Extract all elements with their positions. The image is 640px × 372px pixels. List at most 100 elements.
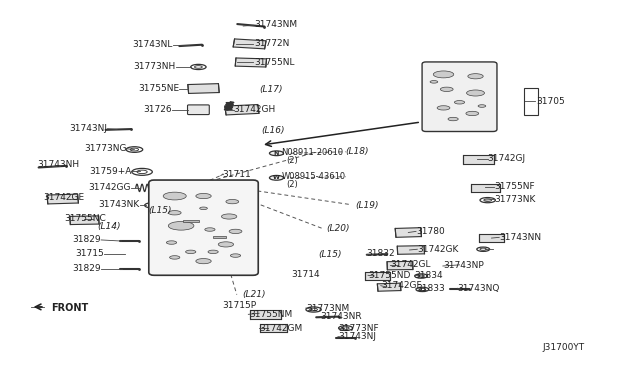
Text: 31743NK: 31743NK <box>99 200 140 209</box>
Text: 31773NG: 31773NG <box>84 144 127 153</box>
Ellipse shape <box>269 151 284 155</box>
Text: 31755ND: 31755ND <box>368 271 410 280</box>
Text: 31832: 31832 <box>366 249 395 258</box>
Text: 31742GM: 31742GM <box>259 324 303 333</box>
Ellipse shape <box>226 199 239 204</box>
Text: 31742GE: 31742GE <box>44 193 84 202</box>
Ellipse shape <box>168 211 181 215</box>
Text: 31773NF: 31773NF <box>338 324 378 333</box>
Ellipse shape <box>230 254 241 257</box>
Text: 31742GF: 31742GF <box>381 281 421 290</box>
Ellipse shape <box>478 105 486 107</box>
Text: 31829: 31829 <box>72 264 101 273</box>
Text: 31743NQ: 31743NQ <box>458 284 500 293</box>
Text: 31743NN: 31743NN <box>499 233 541 242</box>
FancyBboxPatch shape <box>148 180 259 275</box>
Text: 31742GH: 31742GH <box>234 105 276 114</box>
Text: (2): (2) <box>287 180 298 189</box>
Ellipse shape <box>163 192 186 200</box>
Polygon shape <box>479 234 504 242</box>
Polygon shape <box>260 324 287 332</box>
Polygon shape <box>225 105 259 115</box>
Text: 31705: 31705 <box>536 97 565 106</box>
Text: 31743NP: 31743NP <box>443 262 484 270</box>
Text: 31715P: 31715P <box>223 301 257 310</box>
Polygon shape <box>471 184 499 192</box>
Ellipse shape <box>229 229 242 234</box>
Polygon shape <box>387 262 413 270</box>
Ellipse shape <box>466 111 479 116</box>
Bar <box>213 236 226 238</box>
Ellipse shape <box>437 106 450 110</box>
Text: 31833: 31833 <box>416 284 445 293</box>
Polygon shape <box>47 194 79 204</box>
Polygon shape <box>188 84 220 93</box>
Ellipse shape <box>205 228 215 231</box>
Text: 31834: 31834 <box>415 271 444 280</box>
Text: 31742GL: 31742GL <box>390 260 431 269</box>
Text: (L15): (L15) <box>148 206 172 215</box>
Ellipse shape <box>196 259 211 264</box>
Polygon shape <box>236 58 266 67</box>
Text: 31743NH: 31743NH <box>37 160 79 169</box>
Text: 31780: 31780 <box>416 227 445 236</box>
Text: (L19): (L19) <box>355 201 379 210</box>
Text: (L21): (L21) <box>242 290 266 299</box>
Text: 31755NL: 31755NL <box>255 58 295 67</box>
Text: (L15): (L15) <box>319 250 342 259</box>
Text: N: N <box>274 151 279 156</box>
Ellipse shape <box>221 214 237 219</box>
Text: 31743NJ: 31743NJ <box>70 124 108 133</box>
Polygon shape <box>463 155 494 164</box>
Text: 31726: 31726 <box>143 105 172 114</box>
Text: 31715: 31715 <box>75 249 104 258</box>
Text: W: W <box>273 175 280 180</box>
Text: (2): (2) <box>287 156 298 165</box>
Text: W08915-43610: W08915-43610 <box>282 172 346 181</box>
Text: (L18): (L18) <box>346 147 369 156</box>
Polygon shape <box>395 228 422 237</box>
Ellipse shape <box>269 176 284 180</box>
Text: 31743NR: 31743NR <box>320 312 362 321</box>
Text: 31742GK: 31742GK <box>417 245 459 254</box>
Text: 31755NM: 31755NM <box>250 310 293 319</box>
Text: N08911-20610: N08911-20610 <box>282 148 344 157</box>
Text: 31773NM: 31773NM <box>306 304 349 312</box>
Ellipse shape <box>440 87 453 92</box>
Ellipse shape <box>170 256 180 259</box>
Text: 31755NE: 31755NE <box>138 84 179 93</box>
Polygon shape <box>250 310 281 319</box>
Text: 31755NC: 31755NC <box>64 214 106 223</box>
Text: 31755NF: 31755NF <box>494 182 534 191</box>
Ellipse shape <box>168 221 194 230</box>
Ellipse shape <box>468 74 483 79</box>
Ellipse shape <box>433 71 454 78</box>
Ellipse shape <box>430 81 438 83</box>
Text: (L20): (L20) <box>326 224 350 233</box>
Polygon shape <box>378 283 401 291</box>
FancyBboxPatch shape <box>422 62 497 131</box>
Text: 31711: 31711 <box>223 170 252 179</box>
Text: (L16): (L16) <box>261 126 285 135</box>
Polygon shape <box>365 272 390 280</box>
Ellipse shape <box>196 193 211 199</box>
Polygon shape <box>70 216 99 225</box>
Text: 31743NM: 31743NM <box>255 20 298 29</box>
Polygon shape <box>397 246 424 254</box>
Bar <box>183 220 198 222</box>
Ellipse shape <box>448 117 458 121</box>
Ellipse shape <box>186 250 196 254</box>
Text: 31773NH: 31773NH <box>134 62 176 71</box>
Text: 31829: 31829 <box>72 235 101 244</box>
Bar <box>524 88 538 115</box>
Text: (L17): (L17) <box>259 85 283 94</box>
Text: FRONT: FRONT <box>51 303 88 313</box>
Text: 31743NJ: 31743NJ <box>338 332 376 341</box>
Ellipse shape <box>454 100 465 104</box>
Text: 31742GG: 31742GG <box>89 183 131 192</box>
Text: J31700YT: J31700YT <box>543 343 585 352</box>
Ellipse shape <box>208 250 218 254</box>
FancyBboxPatch shape <box>188 105 209 115</box>
Ellipse shape <box>200 207 207 209</box>
Text: (L14): (L14) <box>97 222 120 231</box>
